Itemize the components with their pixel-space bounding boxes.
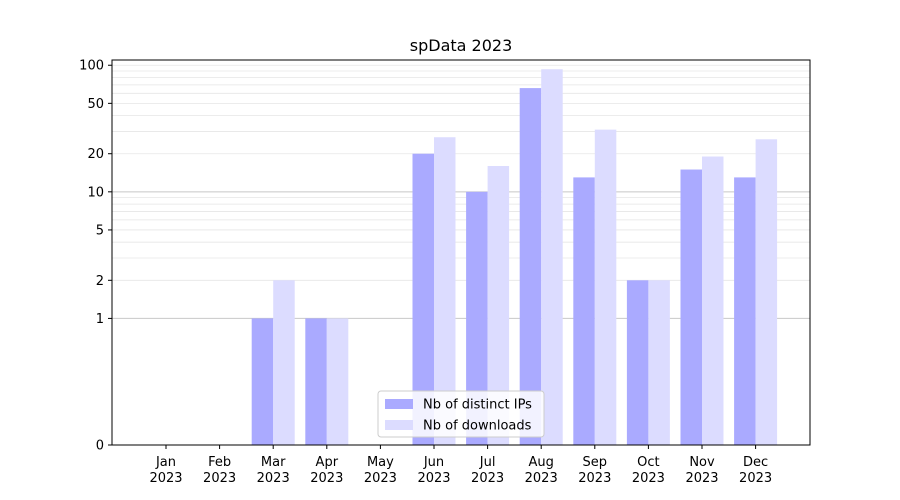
x-tick-label-month: Apr bbox=[316, 455, 339, 470]
bar-ips-3 bbox=[305, 318, 327, 445]
x-tick-label-year: 2023 bbox=[310, 471, 343, 486]
x-tick-label-year: 2023 bbox=[364, 471, 397, 486]
x-tick-label-month: Jul bbox=[479, 455, 496, 470]
bars bbox=[251, 69, 778, 446]
y-tick-label: 5 bbox=[96, 223, 104, 238]
bar-downloads-2 bbox=[273, 280, 295, 445]
bar-ips-10 bbox=[680, 169, 702, 445]
bar-downloads-11 bbox=[755, 139, 778, 445]
bar-ips-11 bbox=[734, 177, 756, 446]
x-tick-label-month: Dec bbox=[743, 455, 768, 470]
y-tick-label: 2 bbox=[96, 274, 104, 289]
x-tick-label-year: 2023 bbox=[203, 471, 236, 486]
legend-swatch bbox=[385, 420, 413, 430]
legend-label: Nb of distinct IPs bbox=[423, 398, 532, 413]
x-tick-label-year: 2023 bbox=[632, 471, 665, 486]
bar-downloads-7 bbox=[541, 69, 563, 446]
bar-downloads-10 bbox=[702, 156, 724, 446]
bar-downloads-8 bbox=[594, 129, 617, 445]
x-tick-label-month: Oct bbox=[637, 455, 659, 470]
bar-ips-8 bbox=[573, 177, 595, 446]
x-tick-label-month: Mar bbox=[261, 455, 286, 470]
y-tick-label: 20 bbox=[87, 147, 104, 162]
bar-downloads-6 bbox=[487, 165, 510, 446]
legend-box bbox=[377, 390, 545, 438]
x-tick-label-month: Jan bbox=[155, 455, 176, 470]
x-tick-label-month: Sep bbox=[583, 455, 608, 470]
bar-downloads-3 bbox=[326, 318, 349, 445]
x-tick-label-month: Aug bbox=[529, 455, 554, 470]
legend-label: Nb of downloads bbox=[423, 419, 532, 434]
y-tick-label: 1 bbox=[96, 312, 104, 327]
chart-title: spData 2023 bbox=[410, 36, 513, 55]
x-tick-label-year: 2023 bbox=[149, 471, 182, 486]
x-tick-label-month: Jun bbox=[423, 455, 444, 470]
bar-downloads-9 bbox=[648, 280, 670, 445]
y-tick-label: 10 bbox=[87, 185, 104, 200]
bar-ips-2 bbox=[251, 318, 274, 445]
x-tick-label-year: 2023 bbox=[739, 471, 772, 486]
x-tick-label-year: 2023 bbox=[257, 471, 290, 486]
y-axis-ticks: 0 1 2 5 10 20 50 100 bbox=[79, 59, 112, 454]
bar-ips-9 bbox=[626, 280, 649, 445]
x-axis-ticks: Jan2023Feb2023Mar2023Apr2023May2023Jun20… bbox=[149, 445, 772, 486]
bar-ips-5 bbox=[412, 153, 434, 446]
bar-downloads-5 bbox=[434, 137, 456, 446]
bar-ips-6 bbox=[466, 191, 488, 445]
x-tick-label-year: 2023 bbox=[578, 471, 611, 486]
x-tick-label-year: 2023 bbox=[471, 471, 504, 486]
x-tick-label-month: May bbox=[367, 455, 394, 470]
y-tick-label: 100 bbox=[79, 59, 104, 74]
x-tick-label-year: 2023 bbox=[525, 471, 558, 486]
x-tick-label-year: 2023 bbox=[685, 471, 718, 486]
legend-swatch bbox=[385, 399, 413, 409]
y-tick-label: 50 bbox=[87, 97, 104, 112]
y-tick-label: 0 bbox=[96, 439, 104, 454]
x-tick-label-month: Nov bbox=[689, 455, 715, 470]
plot-area-frame bbox=[111, 59, 811, 446]
legend: Nb of distinct IPs Nb of downloads bbox=[377, 390, 545, 438]
bar-ips-7 bbox=[519, 88, 542, 445]
x-tick-label-month: Feb bbox=[208, 455, 231, 470]
x-tick-label-year: 2023 bbox=[417, 471, 450, 486]
